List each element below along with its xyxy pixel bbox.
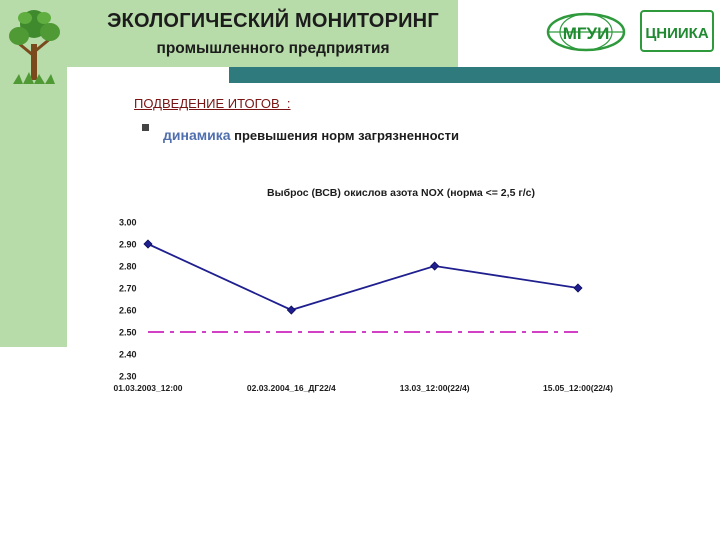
y-tick-label: 2.60: [119, 306, 137, 316]
y-tick-label: 2.90: [119, 240, 137, 250]
y-tick-label: 2.40: [119, 350, 137, 360]
data-point: [430, 261, 440, 271]
header-band: [0, 0, 458, 67]
bullet-marker: [142, 124, 149, 131]
cniika-logo: ЦНИИКА: [640, 10, 714, 52]
page-title: ЭКОЛОГИЧЕСКИЙ МОНИТОРИНГ: [107, 10, 439, 32]
x-tick-label: 15.05_12:00(22/4): [543, 383, 613, 393]
bullet-highlight: динамика: [163, 127, 231, 143]
y-tick-label: 2.80: [119, 262, 137, 272]
accent-bar: [229, 67, 720, 83]
nox-emission-chart: Выброс (ВСВ) окислов азота NOX (норма <=…: [113, 187, 613, 393]
series-line: [147, 243, 579, 311]
x-tick-label: 13.03_12:00(22/4): [400, 383, 470, 393]
x-tick-label: 01.03.2003_12:00: [113, 383, 182, 393]
left-strip: [0, 67, 67, 347]
tree-icon: [9, 10, 60, 84]
mgu-logo: МГУИ: [546, 12, 626, 52]
section-heading: ПОДВЕДЕНИЕ ИТОГОВ :: [134, 96, 291, 111]
chart-area: Выброс (ВСВ) окислов азота NOX (норма <=…: [89, 177, 716, 405]
y-tick-label: 2.70: [119, 284, 137, 294]
y-tick-label: 2.30: [119, 372, 137, 382]
y-tick-label: 2.50: [119, 328, 137, 338]
bullet-text: динамика превышения норм загрязненности: [163, 127, 459, 143]
svg-text:ЦНИИКА: ЦНИИКА: [645, 25, 709, 42]
chart-title: Выброс (ВСВ) окислов азота NOX (норма <=…: [267, 187, 535, 199]
page-subtitle: промышленного предприятия: [156, 40, 390, 57]
data-point: [143, 239, 153, 249]
x-tick-label: 02.03.2004_16_ДГ22/4: [247, 383, 336, 393]
y-tick-label: 3.00: [119, 218, 137, 228]
bullet-rest: превышения норм загрязненности: [230, 128, 460, 143]
svg-text:МГУИ: МГУИ: [563, 24, 610, 43]
data-point: [286, 305, 296, 315]
data-point: [573, 283, 583, 293]
